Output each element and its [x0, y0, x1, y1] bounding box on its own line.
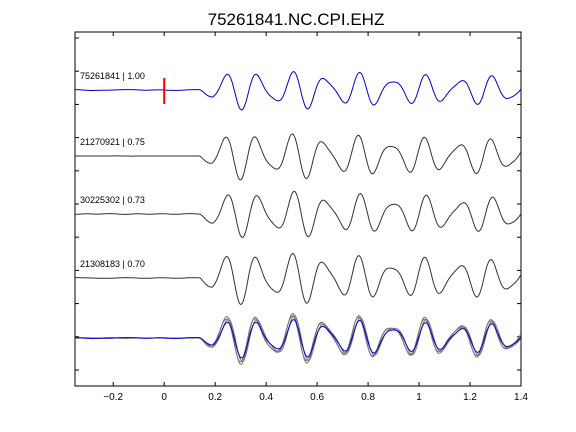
- waveform-trace-75261841: [75, 71, 521, 111]
- stacked-trace-75261841: [75, 319, 521, 359]
- x-tick-label: 1: [416, 392, 422, 403]
- waveform-trace-30225302: [74, 190, 521, 239]
- x-tick-label: 1.2: [463, 392, 477, 403]
- x-tick-label: 0.8: [361, 392, 375, 403]
- plot-frame: [74, 31, 522, 387]
- traces-group: [74, 71, 521, 305]
- trace-labels: 75261841 | 1.00 21270921 | 0.75 30225302 |…: [80, 71, 145, 269]
- trace-label-21308183: 21308183 | 0.70: [80, 259, 145, 269]
- x-tick-label: 0.4: [259, 392, 273, 403]
- waveform-trace-21270921: [75, 133, 521, 181]
- trace-label-75261841: 75261841 | 1.00: [80, 71, 145, 81]
- waveform-trace-21308183: [75, 253, 521, 305]
- chart-title: 75261841.NC.CPI.EHZ: [208, 10, 385, 29]
- x-tick-label: 0.6: [310, 392, 324, 403]
- x-tick-label: 1.4: [514, 392, 528, 403]
- x-tick-label: 0.2: [208, 392, 222, 403]
- trace-label-21270921: 21270921 | 0.75: [80, 137, 145, 147]
- axis-ticks: −0.2 0 0.2 0.4 0.6 0.8 1 1.2 1.4: [75, 32, 528, 403]
- x-tick-label: 0: [161, 392, 167, 403]
- stack-overlay: [74, 313, 521, 365]
- x-tick-label: −0.2: [103, 392, 123, 403]
- trace-label-30225302: 30225302 | 0.73: [80, 195, 145, 205]
